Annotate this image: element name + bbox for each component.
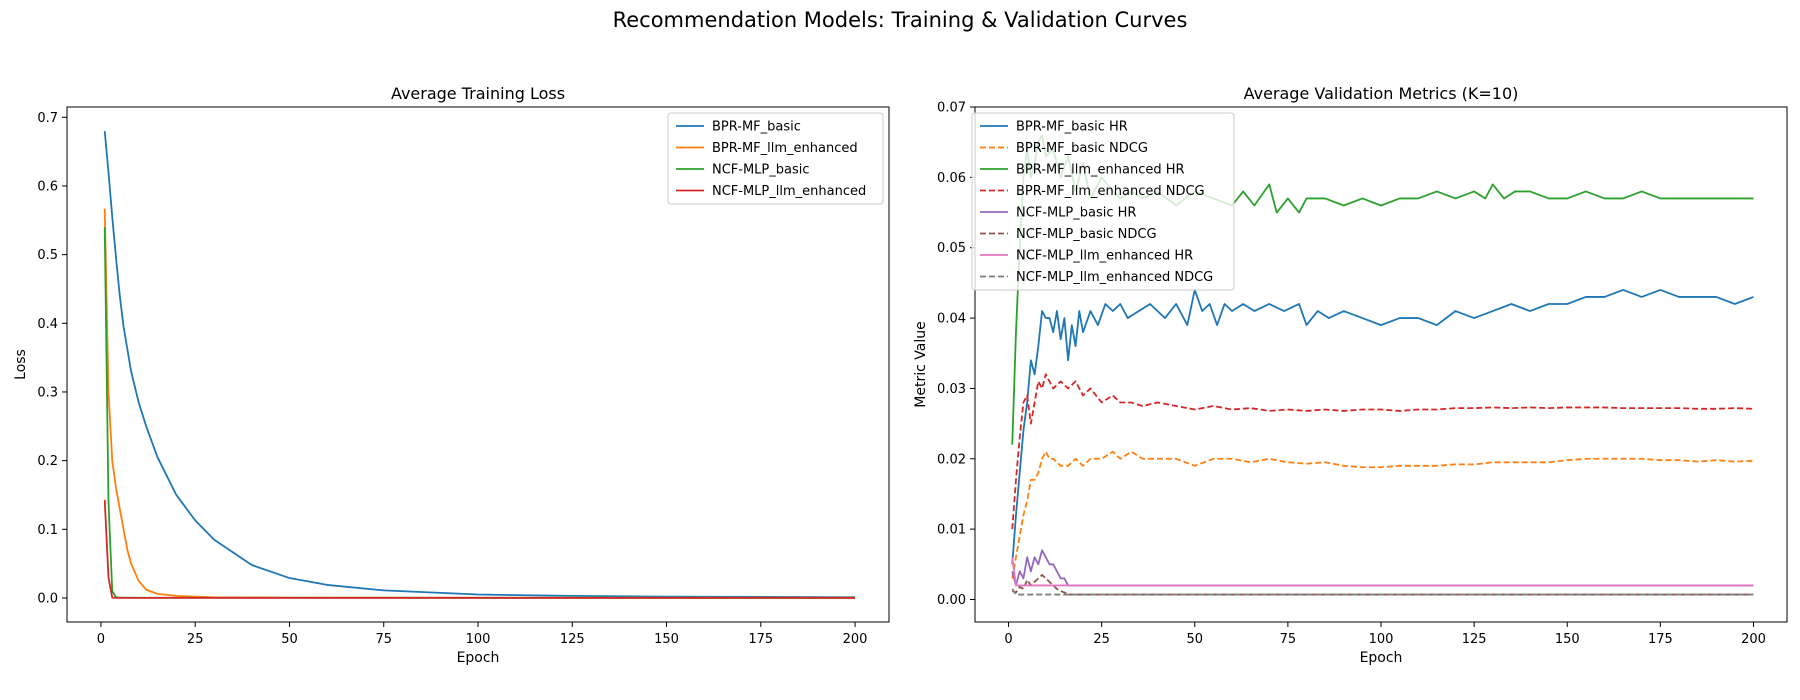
y-tick-label-loss-5: 0.5 bbox=[37, 248, 58, 263]
legend-label-metrics-4: NCF-MLP_basic HR bbox=[1016, 206, 1136, 221]
x-tick-label-loss-0: 0 bbox=[97, 632, 105, 647]
series-line-metrics-7 bbox=[1011, 588, 1754, 596]
x-tick-label-loss-5: 125 bbox=[560, 632, 585, 647]
chart-panel-loss: 0 25 50 75 100 125 150 175 200 0.0 0.1 0.2 0.3 0.4 0.5… bbox=[13, 84, 890, 666]
x-tick-label-loss-6: 150 bbox=[654, 632, 679, 647]
x-tick-label-metrics-4: 100 bbox=[1369, 632, 1394, 647]
x-tick-label-metrics-6: 150 bbox=[1555, 632, 1580, 647]
y-tick-label-metrics-6: 0.06 bbox=[937, 171, 966, 186]
x-tick-label-metrics-3: 75 bbox=[1280, 632, 1297, 647]
legend-metrics: BPR-MF_basic HR BPR-MF_basic NDCG BPR-MF_l… bbox=[971, 112, 1235, 291]
chart-title-loss: Average Training Loss bbox=[391, 84, 565, 103]
legend-label-metrics-5: NCF-MLP_basic NDCG bbox=[1016, 227, 1157, 242]
x-tick-label-metrics-7: 175 bbox=[1648, 632, 1673, 647]
x-tick-label-metrics-8: 200 bbox=[1741, 632, 1766, 647]
x-tick-label-metrics-5: 125 bbox=[1462, 632, 1487, 647]
y-tick-label-metrics-3: 0.03 bbox=[937, 382, 966, 397]
y-tick-label-loss-1: 0.1 bbox=[37, 523, 58, 538]
x-tick-label-metrics-0: 0 bbox=[1004, 632, 1012, 647]
y-tick-label-metrics-5: 0.05 bbox=[937, 241, 966, 256]
y-tick-label-loss-7: 0.7 bbox=[37, 111, 58, 126]
x-axis-label-loss: Epoch bbox=[457, 650, 500, 666]
y-tick-label-metrics-0: 0.00 bbox=[937, 593, 966, 608]
chart-title-metrics: Average Validation Metrics (K=10) bbox=[1244, 84, 1519, 103]
x-tick-label-loss-3: 75 bbox=[375, 632, 392, 647]
series-line-metrics-1 bbox=[1011, 450, 1754, 579]
series-line-metrics-3 bbox=[1011, 373, 1754, 530]
y-tick-label-loss-2: 0.2 bbox=[37, 454, 58, 469]
figure-title: Recommendation Models: Training & Valida… bbox=[612, 8, 1188, 32]
series-line-loss-3 bbox=[103, 499, 856, 599]
x-axis-label-metrics: Epoch bbox=[1360, 650, 1403, 666]
y-tick-label-metrics-2: 0.02 bbox=[937, 452, 966, 467]
y-tick-label-metrics-1: 0.01 bbox=[937, 523, 966, 538]
legend-label-metrics-0: BPR-MF_basic HR bbox=[1016, 120, 1128, 135]
x-tick-label-loss-2: 50 bbox=[281, 632, 298, 647]
x-tick-label-loss-7: 175 bbox=[748, 632, 773, 647]
legend-label-metrics-3: BPR-MF_llm_enhanced NDCG bbox=[1016, 184, 1205, 199]
x-tick-label-metrics-1: 25 bbox=[1093, 632, 1110, 647]
x-tick-label-loss-1: 25 bbox=[187, 632, 204, 647]
series-line-loss-1 bbox=[103, 208, 856, 599]
x-tick-label-loss-8: 200 bbox=[843, 632, 868, 647]
series-line-metrics-6 bbox=[1011, 557, 1754, 587]
y-tick-label-loss-3: 0.3 bbox=[37, 385, 58, 400]
legend-label-metrics-7: NCF-MLP_llm_enhanced NDCG bbox=[1016, 270, 1213, 285]
legend-label-metrics-2: BPR-MF_llm_enhanced HR bbox=[1016, 163, 1185, 178]
y-tick-label-loss-0: 0.0 bbox=[37, 591, 58, 606]
y-axis-label-loss: Loss bbox=[13, 349, 29, 380]
legend-label-loss-0: BPR-MF_basic bbox=[712, 120, 801, 135]
chart-panel-metrics: 0 25 50 75 100 125 150 175 200 0.00 0.01 0.02 0.03 0.… bbox=[913, 84, 1788, 666]
legend-label-loss-1: BPR-MF_llm_enhanced bbox=[712, 141, 858, 156]
y-tick-label-metrics-7: 0.07 bbox=[937, 101, 966, 116]
legend-label-metrics-1: BPR-MF_basic NDCG bbox=[1016, 141, 1148, 156]
y-tick-label-loss-4: 0.4 bbox=[37, 317, 58, 332]
legend-loss: BPR-MF_basic BPR-MF_llm_enhanced NCF-MLP_b… bbox=[667, 112, 884, 205]
y-tick-label-loss-6: 0.6 bbox=[37, 179, 58, 194]
legend-label-loss-3: NCF-MLP_llm_enhanced bbox=[712, 184, 866, 199]
y-axis-label-metrics: Metric Value bbox=[913, 321, 929, 407]
series-line-metrics-4 bbox=[1011, 549, 1754, 587]
x-tick-label-loss-4: 100 bbox=[466, 632, 491, 647]
x-tick-label-metrics-2: 50 bbox=[1186, 632, 1203, 647]
y-tick-label-metrics-4: 0.04 bbox=[937, 312, 966, 327]
series-line-metrics-0 bbox=[1011, 289, 1754, 565]
series-line-loss-0 bbox=[103, 130, 856, 599]
legend-label-loss-2: NCF-MLP_basic bbox=[712, 163, 810, 178]
legend-label-metrics-6: NCF-MLP_llm_enhanced HR bbox=[1016, 249, 1193, 264]
